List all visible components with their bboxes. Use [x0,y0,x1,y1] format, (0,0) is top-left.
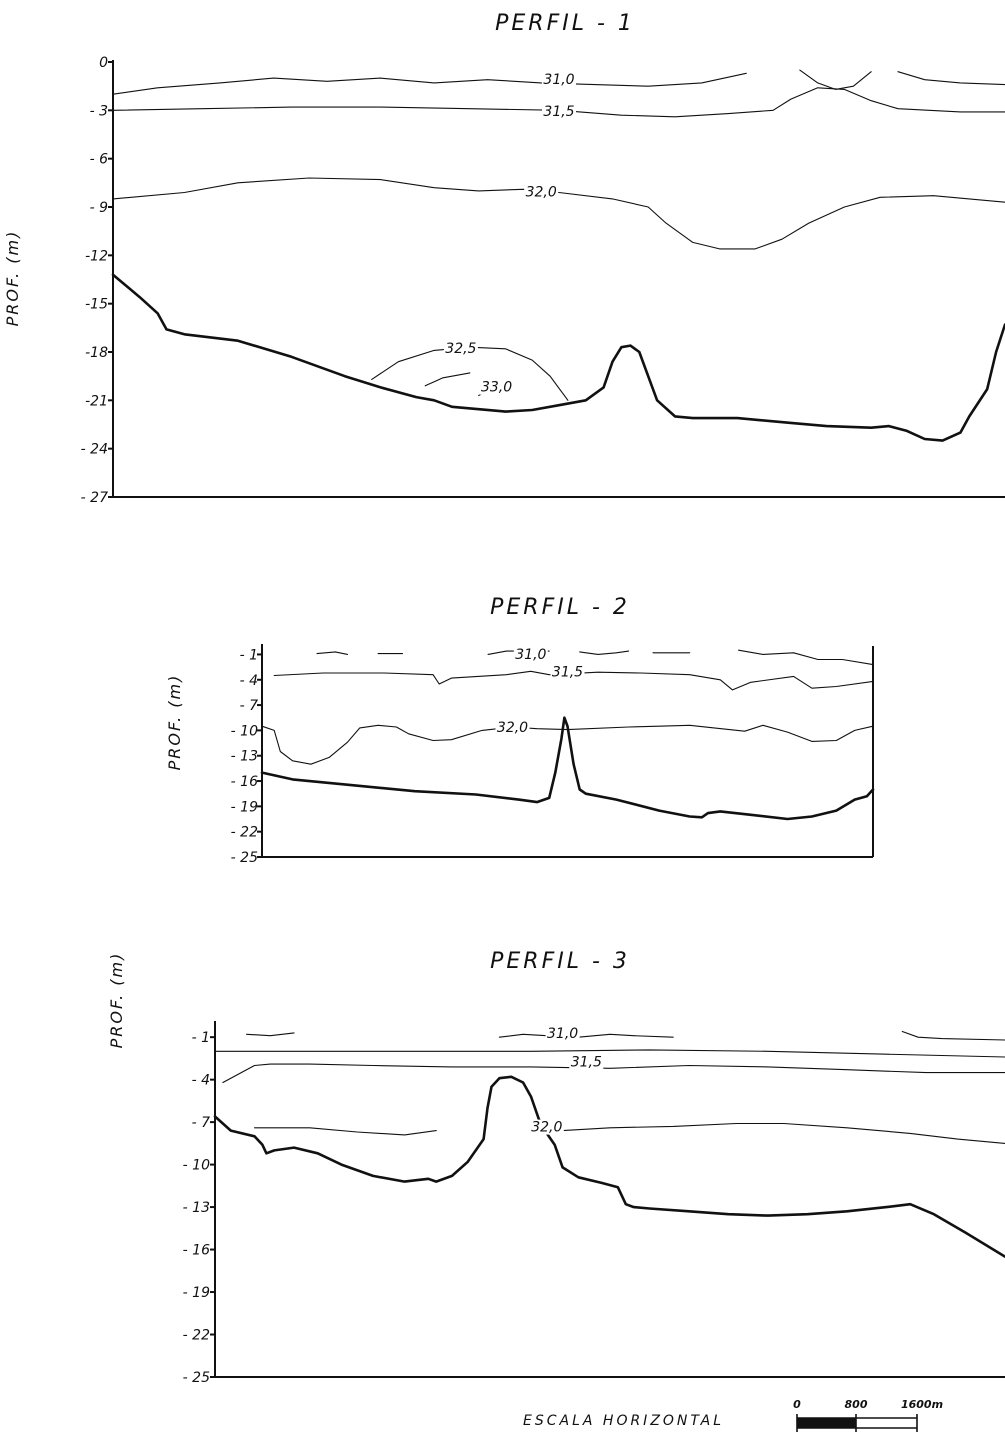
perfil-1-tick-label: - 3 [90,103,108,119]
perfil-2-tick-label: - 7 [240,698,259,714]
isohaline-label-bg [569,1054,604,1070]
perfil-2-isohaline-label: 31,5 [552,665,583,681]
perfil-1-isohaline-32-5 [371,346,569,401]
perfil-1-tick-label: -12 [85,248,108,264]
isohaline-label-bg [524,184,559,200]
perfil-1-isohaline-label: 32,0 [526,185,557,201]
perfil-1-isohaline-32-0 [112,177,1005,250]
perfil-3-tick-label: - 22 [183,1328,210,1344]
perfil-3-tick-label: - 19 [183,1285,210,1301]
perfil-3-isohaline-32-0 [562,1122,1005,1144]
perfil-2-plot: - 1 - 4 - 7 - 10 - 13 - 16 - 19 - 22 - 25 31,0 31,… [231,644,875,866]
perfil-3-isohaline-31-5 [214,1049,1005,1058]
perfil-1-tick-label: -15 [85,297,108,313]
perfil-2-isohaline-31-0 [579,650,630,655]
perfil-2-tick-label: - 4 [240,673,258,689]
perfil-2-title: PERFIL - 2 [490,595,630,620]
perfil-1-plot: 0 - 3 - 6 - 9 -12 -15 -18 -21 - 24 - 27 31,0 31,5 32… [81,55,1005,506]
perfil-3-y-label: PROF. (m) [107,952,126,1049]
perfil-3-isohaline-32-0 [222,1063,1005,1084]
isohaline-label-bg [495,720,530,736]
isohaline-label-bg [529,1119,564,1135]
perfil-2-tick-label: - 22 [231,825,258,841]
perfil-3-tick-label: - 1 [192,1030,210,1046]
perfil-1-isohaline-label: 31,0 [543,72,574,88]
perfil-3-tick-label: - 13 [183,1200,210,1216]
perfil-1-isohaline-31-5 [112,87,1005,118]
perfil-2-isohaline-31-0 [738,649,874,666]
perfil-1-isohaline-31-0 [799,69,872,90]
scale-tick-1600: 1600m [901,1398,943,1411]
perfil-1-isohaline-label: 33,0 [481,380,512,396]
isohaline-label-bg [479,379,514,395]
perfil-2-isohaline-label: 32,0 [497,720,528,736]
perfil-3-tick-label: - 16 [183,1243,210,1259]
perfil-3-title: PERFIL - 3 [490,949,630,974]
scale-tick-0: 0 [793,1398,801,1411]
perfil-3-isohaline-label: 32,0 [531,1120,562,1136]
perfil-2-isohaline-label: 31,0 [515,647,546,663]
perfil-1-tick-label: -21 [85,393,108,409]
perfil-2-tick-label: - 13 [231,749,258,765]
scale-tick-800: 800 [845,1398,868,1411]
perfil-3-tick-label: - 7 [192,1115,211,1131]
perfil-1-isohaline-label: 32,5 [445,341,476,357]
isohaline-label-bg [443,341,478,356]
perfil-3-panel: PERFIL - 3 PROF. (m) - 1- 4- 7- 10- 13- … [107,949,1005,1386]
perfil-2-isohaline-31-0 [316,651,349,655]
perfil-3-tick-label: - 25 [183,1370,210,1386]
perfil-3-bottom-profile [213,1075,1005,1258]
perfil-2-bottom-profile [260,716,875,821]
perfil-1-tick-label: - 27 [81,490,108,506]
perfil-3-tick-label: - 10 [183,1158,210,1174]
perfil-2-isohaline-31-5 [273,670,874,691]
perfil-1-tick-label: - 9 [90,200,109,216]
perfil-1-isohaline-31-0 [112,72,747,95]
perfil-2-tick-label: - 1 [240,647,258,663]
isohaline-label-bg [542,104,576,120]
isohaline-label-bg [550,664,585,680]
perfil-3-isohaline-label: 31,5 [571,1054,602,1070]
perfil-1-tick-label: - 6 [90,152,109,168]
perfil-1-isohaline-31-0 [897,71,1005,86]
perfil-2-y-label: PROF. (m) [165,674,184,771]
perfil-3-isohaline-31-0 [498,1033,674,1038]
horizontal-scale: ESCALA HORIZONTAL 0 800 1600m [523,1398,943,1432]
isohaline-label-bg [545,1026,580,1042]
perfil-3-isohaline-31-0 [901,1030,1005,1041]
perfil-1-tick-label: 0 [99,55,108,71]
perfil-3-tick-label: - 4 [192,1073,210,1089]
scale-bar-fill [797,1418,856,1428]
perfil-1-isohaline-33-0 [424,372,471,387]
perfil-1-bottom-profile [111,273,1005,442]
perfil-1-panel: PERFIL - 1 PROF. (m) 0 - 3 - 6 - 9 -12 -15 -18… [3,11,1005,506]
perfil-1-title: PERFIL - 1 [495,11,635,36]
perfil-2-tick-label: - 16 [231,774,258,790]
perfil-1-isohaline-label: 31,5 [543,104,574,120]
isohaline-label-bg [542,71,576,87]
perfil-1-tick-label: - 24 [81,442,108,458]
scale-label: ESCALA HORIZONTAL [523,1413,724,1429]
perfil-2-panel: PERFIL - 2 PROF. (m) - 1- 4- 7- 10- 13- … [165,595,875,866]
perfil-1-tick-label: -18 [85,345,108,361]
perfil-3-plot: - 1 - 4 - 7 - 10 - 13 - 16 - 19 - 22 - 25 31,0 31,… [183,1021,1005,1386]
perfil-3-isohaline-label: 31,0 [547,1026,578,1042]
perfil-2-tick-label: - 25 [231,850,258,866]
perfil-2-tick-label: - 10 [231,723,258,739]
isohaline-label-bg [513,646,548,662]
perfil-3-isohaline-32-0 [253,1127,437,1136]
perfil-3-isohaline-31-0 [246,1032,295,1037]
perfil-2-tick-label: - 19 [231,799,258,815]
perfil-1-y-label: PROF. (m) [3,230,22,327]
